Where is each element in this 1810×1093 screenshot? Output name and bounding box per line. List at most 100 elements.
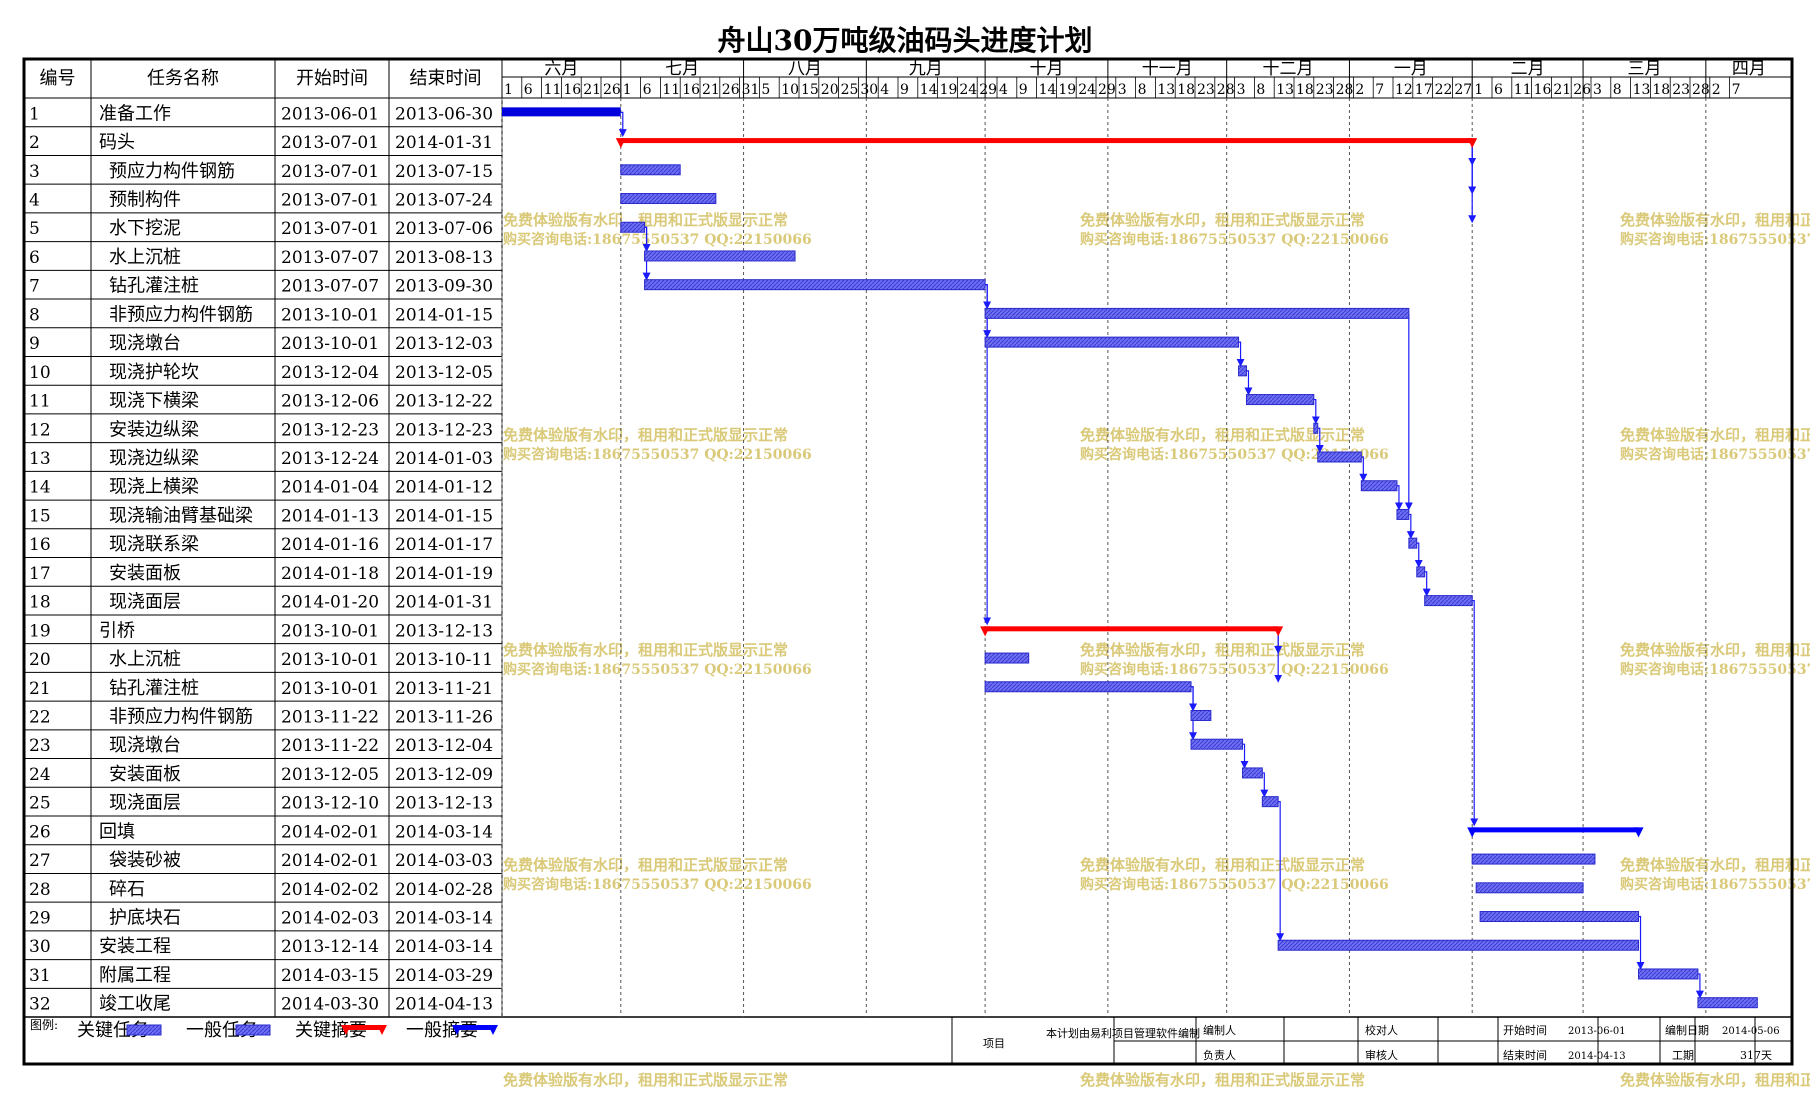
day-tick-label: 2 — [1355, 82, 1364, 98]
dependency-link — [1422, 571, 1431, 597]
day-tick-label: 5 — [761, 82, 770, 98]
dependency-link — [1311, 398, 1320, 425]
table-cell-name: 现浇面层 — [109, 592, 181, 613]
day-tick-label: 11 — [1514, 82, 1532, 98]
day-tick-label: 25 — [841, 82, 859, 98]
table-cell-name: 准备工作 — [99, 103, 171, 124]
table-cell-start: 2014-01-20 — [281, 593, 379, 613]
table-cell-name: 码头 — [99, 132, 135, 153]
watermark-line2: 购买咨询电话:18675550537 QQ:22150066 — [503, 876, 812, 893]
legend-swatch-summary — [456, 1025, 494, 1030]
table-cell-id: 21 — [29, 679, 51, 699]
table-cell-end: 2014-01-19 — [395, 564, 493, 584]
table-cell-name: 回填 — [99, 821, 135, 842]
legend-swatch-task — [235, 1024, 271, 1036]
table-cell-end: 2013-07-24 — [395, 191, 493, 211]
summary-bar-end-cap — [1467, 138, 1478, 149]
table-cell-start: 2013-11-22 — [281, 707, 379, 727]
table-cell-name: 现浇墩台 — [109, 333, 181, 354]
table-cell-start: 2013-10-01 — [281, 305, 379, 325]
table-cell-name: 现浇上横梁 — [109, 477, 199, 498]
table-cell-id: 20 — [29, 650, 51, 670]
footer-duration-label: 工期 — [1672, 1049, 1694, 1062]
table-cell-name: 安装面板 — [109, 764, 181, 785]
table-cell-start: 2013-07-01 — [281, 162, 379, 182]
table-cell-name: 现浇边纵梁 — [109, 448, 199, 469]
dependency-link — [1394, 485, 1403, 511]
table-cell-name: 预应力构件钢筋 — [109, 161, 235, 182]
watermark-line1: 免费体验版有水印，租用和正式版显示正常 — [503, 856, 788, 874]
summary-bar — [985, 626, 1279, 632]
day-tick-label: 29 — [1098, 82, 1116, 98]
table-cell-start: 2013-07-01 — [281, 191, 379, 211]
table-cell-name: 水上沉桩 — [109, 649, 181, 670]
footer-checker-label: 校对人 — [1365, 1023, 1398, 1037]
day-tick-label: 6 — [643, 82, 652, 98]
watermark-line1: 免费体验版有水印，租用和正式版显示正常 — [503, 211, 788, 229]
day-tick-label: 18 — [1652, 82, 1670, 98]
table-cell-id: 26 — [29, 822, 51, 842]
watermark-line2: 购买咨询电话:18675550537 QQ:22150066 — [1080, 661, 1389, 678]
table-cell-end: 2014-03-29 — [395, 966, 493, 986]
day-tick-label: 26 — [722, 82, 740, 98]
day-tick-label: 8 — [1138, 82, 1147, 98]
day-tick-label: 19 — [1058, 82, 1076, 98]
day-tick-label: 3 — [1118, 82, 1127, 98]
day-tick-label: 8 — [1256, 82, 1265, 98]
table-cell-start: 2014-02-01 — [281, 822, 379, 842]
grid-layer — [22, 57, 1794, 1066]
table-cell-name: 水下挖泥 — [109, 218, 181, 239]
task-bar — [984, 681, 1192, 693]
day-tick-label: 14 — [920, 82, 938, 98]
legend-swatch-task — [126, 1024, 162, 1036]
footer-prep-date-label: 编制日期 — [1665, 1023, 1709, 1037]
header-end: 结束时间 — [410, 68, 482, 89]
dependency-link — [1636, 915, 1645, 970]
task-bar — [1277, 939, 1640, 951]
dependency-link — [1470, 600, 1479, 827]
table-cell-name: 引桥 — [99, 620, 135, 641]
table-cell-start: 2013-10-01 — [281, 650, 379, 670]
table-cell-end: 2013-10-11 — [395, 650, 493, 670]
task-bar — [984, 336, 1240, 348]
day-tick-label: 3 — [1237, 82, 1246, 98]
table-cell-start: 2013-12-23 — [281, 420, 379, 440]
table-cell-id: 13 — [29, 449, 51, 469]
table-cell-start: 2013-06-01 — [281, 104, 379, 124]
watermark-line1: 免费体验版有水印，租用和正式版显示正常 — [1080, 856, 1365, 874]
watermark-line1: 免费体验版有水印，租用和正式版显示正常 — [1620, 211, 1810, 229]
month-label: 八月 — [788, 59, 822, 79]
table-cell-end: 2014-01-15 — [395, 506, 493, 526]
table-cell-start: 2013-07-01 — [281, 219, 379, 239]
day-tick-label: 13 — [1276, 82, 1294, 98]
legend-swatch-cap — [341, 1025, 351, 1035]
table-cell-name: 非预应力构件钢筋 — [109, 304, 253, 325]
day-tick-label: 27 — [1454, 82, 1472, 98]
table-cell-end: 2014-03-14 — [395, 937, 493, 957]
table-cell-name: 非预应力构件钢筋 — [109, 706, 253, 727]
day-tick-label: 4 — [999, 82, 1008, 98]
dependency-link — [1414, 542, 1423, 568]
task-bar — [644, 279, 986, 291]
day-tick-label: 12 — [1395, 82, 1413, 98]
watermark-line1: 免费体验版有水印，租用和正式版显示正常 — [1620, 856, 1810, 874]
table-cell-id: 3 — [29, 162, 40, 182]
table-cell-name: 现浇护轮坎 — [109, 362, 199, 383]
task-bar — [620, 193, 717, 205]
summary-bar-end-cap — [1633, 827, 1644, 838]
table-cell-end: 2013-12-22 — [395, 392, 493, 412]
task-bar — [1697, 997, 1758, 1009]
table-cell-start: 2013-07-07 — [281, 277, 379, 297]
table-cell-id: 27 — [29, 851, 51, 871]
footer-start-value: 2013-06-01 — [1568, 1026, 1626, 1037]
task-bar — [1638, 968, 1699, 980]
table-cell-end: 2013-12-09 — [395, 765, 493, 785]
task-bar — [1475, 882, 1584, 894]
table-cell-start: 2014-01-04 — [281, 478, 379, 498]
watermark-line2: 购买咨询电话:18675550537 QQ:22150066 — [1080, 446, 1389, 463]
table-cell-id: 15 — [29, 506, 51, 526]
summary-bar-end-cap — [1273, 626, 1284, 637]
day-tick-label: 16 — [1534, 82, 1552, 98]
legend-swatch-cap — [488, 1025, 498, 1035]
